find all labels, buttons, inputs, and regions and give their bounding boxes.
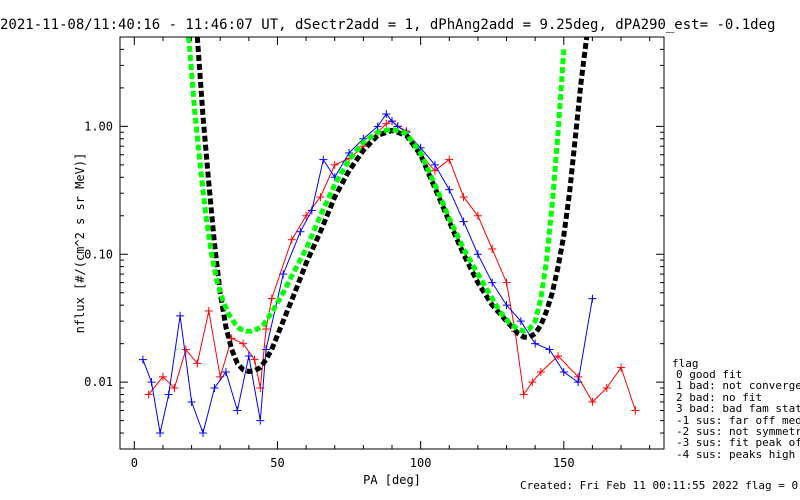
series-0-point [287,235,296,244]
series-3 [186,37,567,334]
series-1-point [210,383,219,392]
series-1-point [233,406,242,415]
series-0-point [502,278,511,287]
series-layer [138,37,640,438]
series-0-point [316,193,325,202]
series-1-point [176,311,185,320]
series-0-point [239,339,248,348]
series-1-point [531,339,540,348]
series-0-point [554,352,563,361]
series-1-point [138,355,147,364]
series-1-point [559,368,568,377]
series-0-point [473,211,482,220]
series-1-point [279,270,288,279]
chart-title: 2021-11-08/11:40:16 - 11:46:07 UT, dSect… [0,17,776,33]
flag-value: flag = 0 [745,479,799,492]
legend-title: flag [672,357,699,370]
series-1-point [545,345,554,354]
series-1-point [473,250,482,259]
series-1-point [221,368,230,377]
series-1-point [199,429,208,438]
series-1-point [296,227,305,236]
series-1-point [156,429,165,438]
series-0-point [158,372,167,381]
legend-item: 3 bad: bad fam stat [676,402,800,416]
legend: 0 good fit 1 bad: not converge 2 bad: no… [676,368,800,461]
series-1-point [516,317,525,326]
series-0-point [445,155,454,164]
series-0-point [588,397,597,406]
legend-item: -3 sus: fit peak off 9 [676,436,800,450]
x-tick-label: 50 [270,456,284,470]
legend-item: -4 sus: peaks high vs [676,447,800,461]
series-0-point [267,294,276,303]
series-1-point [502,301,511,310]
y-tick-label: 0.01 [84,375,113,389]
series-1-point [459,217,468,226]
series-0-point [144,390,153,399]
legend-item: 2 bad: no fit [676,390,763,404]
legend-item: 0 good fit [676,368,743,381]
series-1-point [488,278,497,287]
series-1-point [244,352,253,361]
series-1-line [142,113,593,435]
series-group [138,37,640,438]
series-0-point [528,378,537,387]
series-0-point [181,345,190,354]
series-0-point [617,363,626,372]
series-1-point [445,185,454,194]
series-0-point [250,355,259,364]
series-1 [138,109,597,438]
series-0-point [262,325,271,334]
series-1-point [262,345,271,354]
series-0-point [602,383,611,392]
series-0-point [170,383,179,392]
series-0-point [193,359,202,368]
series-1-point [319,155,328,164]
series-1-point [373,122,382,131]
series-1-point [430,160,439,169]
series-1-point [574,378,583,387]
y-axis-label: nflux [#/(cm^2 s sr MeV)] [73,153,87,334]
series-0-point [459,193,468,202]
legend-item: -2 sus: not symmetri [676,425,800,439]
series-0-point [330,160,339,169]
created-timestamp: Created: Fri Feb 11 00:11:55 2022 [520,479,739,492]
series-1-point [187,397,196,406]
y-tick-label: 0.10 [84,247,113,261]
footer: Created: Fri Feb 11 00:11:55 2022 flag =… [520,479,798,492]
x-axis-label: PA [deg] [363,473,421,487]
series-0-point [204,306,213,315]
legend-item: 1 bad: not converge [676,379,800,393]
series-0-point [382,119,391,128]
series-1-point [307,206,316,215]
series-3-fit-curve [186,37,567,334]
series-0-point [631,406,640,415]
series-1-point [382,109,391,118]
series-1-point [164,390,173,399]
series-0-point [488,244,497,253]
axes-layer: 0 50 100 150 0.01 0.10 1.00 PA [deg] nflux [#/(c… [73,36,664,487]
legend-item: -1 sus: far off medic [676,413,800,427]
x-tick-label: 0 [131,456,138,470]
series-0-point [519,390,528,399]
series-1-point [256,416,265,425]
series-1-point [588,294,597,303]
x-tick-label: 150 [553,456,575,470]
series-0-point [536,368,545,377]
series-1-point [388,117,396,126]
y-tick-label: 1.00 [84,119,113,133]
series-1-point [147,378,156,387]
x-tick-label: 100 [410,456,432,470]
